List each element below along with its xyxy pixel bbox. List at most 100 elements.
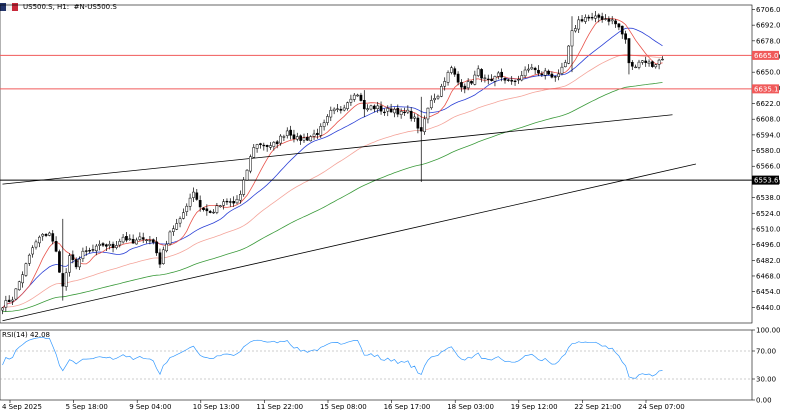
candle-body [168, 231, 172, 245]
candle-body [158, 252, 162, 265]
candle-body [473, 74, 477, 85]
candle-body [78, 258, 81, 268]
rsi-pane-frame [0, 329, 753, 401]
candle-body [373, 105, 376, 110]
candle-body [429, 100, 433, 109]
candle-body [654, 64, 658, 68]
candle-body [232, 201, 236, 204]
candle-body [282, 136, 286, 138]
price-tick-label: 6496.0 [756, 241, 781, 249]
level-tag [752, 50, 779, 60]
candle-body [34, 241, 38, 248]
candle-body [604, 18, 607, 20]
level-tag [752, 84, 779, 94]
candle-body [7, 299, 11, 303]
candle-body [406, 109, 410, 113]
candle-body [279, 135, 282, 144]
candle-body [513, 80, 517, 82]
candle-body [500, 71, 503, 78]
candle-body [68, 255, 71, 273]
candle-body [155, 241, 158, 254]
candle-body [527, 68, 530, 71]
candle-body [470, 81, 473, 84]
rsi-tick-label: 30.00 [756, 376, 776, 384]
candle-body [620, 25, 624, 35]
candle-body [349, 98, 353, 103]
candle-body [577, 19, 581, 30]
candle-body [295, 136, 299, 140]
candle-body [64, 272, 68, 287]
candle-body [460, 82, 463, 88]
time-tick-label: 22 Sep 21:00 [574, 403, 621, 410]
candle-body [262, 144, 266, 147]
candle-body [383, 111, 386, 114]
candle-body [299, 135, 302, 141]
candle-body [27, 254, 31, 264]
candle-body [212, 211, 215, 214]
level-label: 6665.0 [754, 52, 779, 60]
candle-body [17, 281, 21, 291]
price-tick-label: 6440.0 [756, 304, 781, 312]
candle-body [409, 110, 413, 119]
candle-body [359, 94, 363, 101]
candle-body [537, 69, 540, 74]
ma-long-line [2, 82, 663, 313]
ma-fast-line [2, 18, 663, 309]
candle-body [523, 69, 527, 77]
candle-body [118, 241, 122, 246]
candle-body [148, 239, 152, 242]
price-tick-label: 6566.0 [756, 163, 781, 171]
price-tick-label: 6482.0 [756, 257, 781, 265]
candle-body [507, 79, 510, 81]
price-tick-label: 6468.0 [756, 272, 781, 280]
candle-body [182, 212, 185, 219]
candle-body [108, 243, 112, 246]
price-tick-label: 6706.0 [756, 6, 781, 14]
candle-body [419, 127, 423, 132]
candle-body [389, 108, 393, 113]
candle-body [192, 191, 195, 198]
candle-body [218, 205, 222, 208]
candle-body [423, 118, 426, 133]
candle-body [188, 197, 192, 207]
price-tick-label: 6594.0 [756, 131, 781, 139]
candle-body [352, 94, 356, 100]
symbol-description: #N-US500.S [73, 3, 117, 11]
candle-body [346, 102, 349, 109]
candle-body [151, 239, 155, 243]
candle-body [172, 228, 175, 232]
candles [1, 11, 664, 315]
time-tick-label: 19 Sep 12:00 [511, 403, 558, 410]
candle-body [58, 251, 61, 273]
candle-body [135, 239, 138, 245]
candle-body [480, 69, 483, 79]
candle-body [440, 86, 443, 97]
candle-body [630, 62, 634, 67]
candle-body [433, 98, 436, 101]
candle-body [205, 208, 209, 212]
ma-slow-line [2, 53, 663, 308]
candle-body [21, 274, 24, 284]
candle-body [496, 72, 500, 77]
price-tick-label: 6524.0 [756, 210, 781, 218]
candle-body [614, 20, 617, 25]
candle-body [319, 126, 323, 136]
candle-body [249, 156, 252, 172]
candle-body [597, 14, 601, 18]
candle-body [322, 122, 326, 127]
candle-body [587, 16, 591, 19]
candle-body [202, 207, 205, 210]
candle-body [490, 78, 493, 81]
candle-body [289, 129, 292, 136]
candle-body [1, 307, 4, 311]
candle-body [443, 81, 447, 87]
candle-body [91, 249, 95, 251]
candle-body [369, 105, 373, 110]
price-tick-label: 6538.0 [756, 194, 781, 202]
price-tick-label: 6608.0 [756, 116, 781, 124]
candle-body [617, 23, 621, 28]
candle-body [252, 147, 256, 158]
candle-body [255, 144, 259, 149]
